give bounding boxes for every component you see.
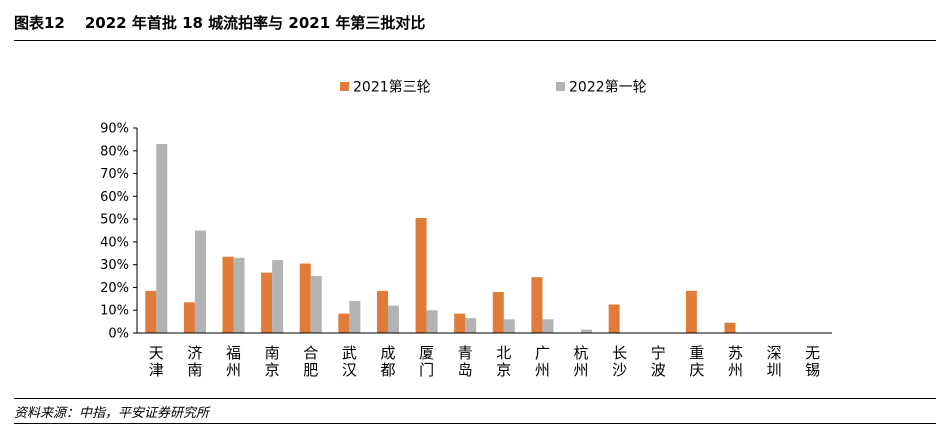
y-tick-label: 60% — [100, 190, 129, 205]
x-category-label: 南京 — [265, 344, 280, 379]
figure-label: 图表12 — [14, 13, 65, 32]
x-category-label: 福州 — [226, 344, 241, 379]
bar-series2 — [272, 260, 284, 333]
y-tick-label: 20% — [100, 281, 129, 296]
chart-footer: 资料来源：中指，平安证券研究所 — [14, 398, 936, 424]
bar-series2 — [194, 230, 206, 333]
bar-series1 — [376, 290, 388, 333]
bar-series2 — [156, 143, 168, 333]
x-category-label: 北京 — [496, 344, 511, 379]
y-tick-label: 70% — [100, 167, 129, 182]
bar-series2 — [233, 257, 245, 333]
bar-series1 — [261, 272, 273, 333]
bar-series1 — [222, 256, 234, 333]
bar-series1 — [685, 290, 697, 333]
bar-series1 — [724, 322, 736, 333]
y-tick-label: 10% — [100, 304, 129, 319]
x-category-label: 青岛 — [458, 344, 473, 379]
source-note: 资料来源：中指，平安证券研究所 — [14, 405, 210, 421]
x-category-label: 合肥 — [303, 344, 318, 379]
bar-series2 — [349, 301, 361, 333]
bar-series1 — [145, 290, 157, 333]
bar-series2 — [581, 329, 593, 333]
x-category-label: 广州 — [535, 344, 550, 379]
y-tick-label: 50% — [100, 213, 129, 228]
bar-series2 — [542, 319, 554, 333]
bar-series1 — [492, 292, 504, 333]
legend-label: 2021第三轮 — [353, 79, 431, 96]
legend-swatch — [340, 82, 349, 91]
chart-header: 图表12 2022 年首批 18 城流拍率与 2021 年第三批对比 — [14, 4, 936, 41]
x-category-label: 苏州 — [728, 344, 743, 379]
x-category-label: 天津 — [149, 344, 164, 379]
legend-swatch — [556, 82, 565, 91]
bar-series1 — [454, 313, 466, 333]
x-category-label: 宁波 — [651, 344, 666, 379]
bar-series1 — [299, 263, 311, 333]
bar-series1 — [415, 217, 427, 333]
x-category-label: 长沙 — [612, 344, 627, 379]
bar-series2 — [310, 276, 322, 333]
y-tick-label: 90% — [100, 122, 129, 137]
chart-title: 2022 年首批 18 城流拍率与 2021 年第三批对比 — [84, 13, 426, 32]
x-category-label: 重庆 — [689, 344, 704, 379]
bar-series2 — [426, 310, 438, 333]
y-tick-label: 80% — [100, 144, 129, 159]
y-tick-label: 30% — [100, 258, 129, 273]
x-category-label: 厦门 — [419, 344, 434, 379]
bar-series1 — [338, 313, 350, 333]
y-tick-label: 0% — [108, 327, 129, 342]
bar-series1 — [608, 304, 620, 333]
bar-series1 — [183, 302, 195, 333]
x-category-label: 深圳 — [767, 344, 782, 379]
legend-label: 2022第一轮 — [569, 79, 647, 96]
y-tick-label: 40% — [100, 235, 129, 250]
bar-series2 — [503, 319, 515, 333]
x-category-label: 济南 — [187, 344, 202, 379]
x-category-label: 杭州 — [574, 344, 589, 379]
x-category-label: 武汉 — [342, 344, 357, 379]
bar-series2 — [387, 305, 399, 333]
bar-series1 — [531, 277, 543, 333]
x-category-label: 无锡 — [805, 344, 820, 379]
bar-series2 — [465, 318, 477, 333]
x-category-label: 成都 — [380, 344, 395, 379]
